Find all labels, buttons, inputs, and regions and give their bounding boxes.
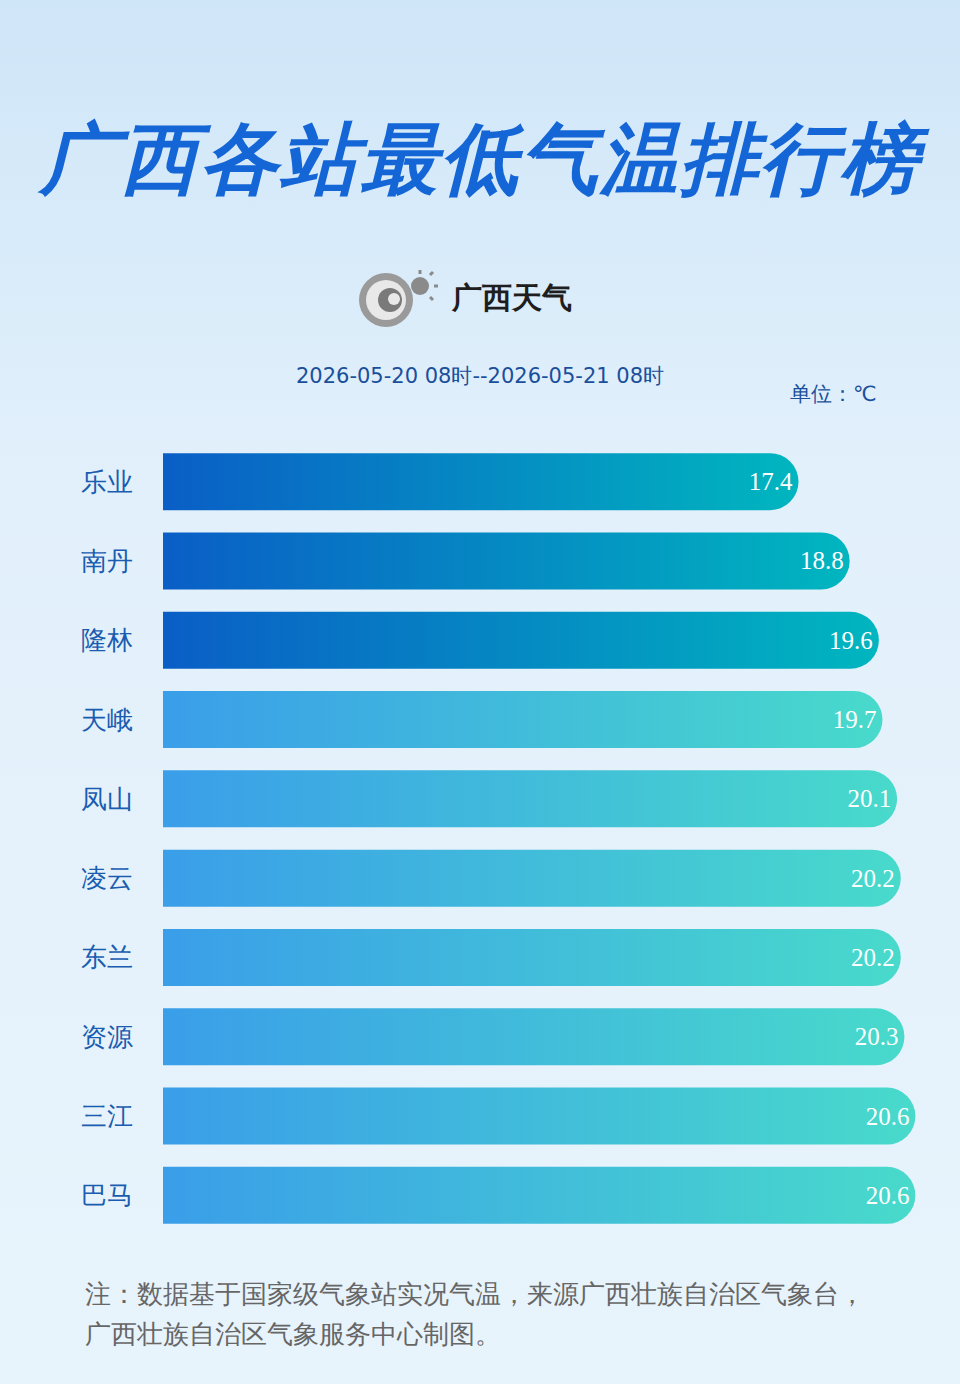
svg-text:19.6: 19.6 [829, 627, 873, 654]
svg-text:20.6: 20.6 [866, 1103, 910, 1130]
svg-text:天峨: 天峨 [81, 705, 133, 735]
svg-text:资源: 资源 [81, 1022, 133, 1052]
html-text:广西天气: 广西天气 [452, 279, 572, 315]
html-text:2026-05-20 08时--2026-05-21 08时: 2026-05-20 08时--2026-05-21 08时 [296, 364, 664, 388]
svg-text:20.2: 20.2 [851, 865, 895, 892]
svg-text:隆林: 隆林 [81, 625, 133, 655]
svg-text:南丹: 南丹 [81, 546, 133, 576]
svg-text:东兰: 东兰 [81, 942, 133, 972]
svg-text:巴马: 巴马 [81, 1180, 133, 1210]
svg-text:20.6: 20.6 [866, 1182, 910, 1209]
svg-text:20.3: 20.3 [855, 1023, 899, 1050]
html-text:注：数据基于国家级气象站实况气温，来源广西壮族自治区气象台，: 注：数据基于国家级气象站实况气温，来源广西壮族自治区气象台，广西壮族自治区气象服… [85, 1279, 865, 1349]
svg-text:20.2: 20.2 [851, 944, 895, 971]
svg-text:17.4: 17.4 [749, 468, 793, 495]
svg-text:凌云: 凌云 [81, 863, 133, 893]
svg-text:乐业: 乐业 [81, 467, 133, 497]
svg-text:三江: 三江 [81, 1101, 133, 1131]
svg-text:18.8: 18.8 [800, 547, 844, 574]
svg-text:20.1: 20.1 [847, 785, 891, 812]
svg-text:19.7: 19.7 [833, 706, 877, 733]
html-text:单位：℃: 单位：℃ [790, 382, 877, 406]
svg-text:凤山: 凤山 [81, 784, 133, 814]
html-text:广西各站最低气温排行榜: 广西各站最低气温排行榜 [40, 114, 920, 204]
